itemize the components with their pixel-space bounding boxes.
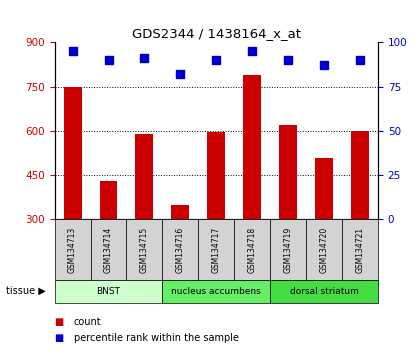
Text: GSM134713: GSM134713: [68, 227, 77, 273]
Text: percentile rank within the sample: percentile rank within the sample: [74, 333, 239, 343]
Text: GSM134720: GSM134720: [320, 227, 328, 273]
Point: [141, 56, 148, 61]
Bar: [234, 219, 270, 280]
Bar: [315, 158, 333, 219]
Text: GSM134717: GSM134717: [212, 227, 221, 273]
Bar: [100, 181, 118, 219]
Bar: [63, 87, 81, 219]
Text: dorsal striatum: dorsal striatum: [290, 287, 359, 296]
Point: [105, 57, 112, 63]
Text: GSM134719: GSM134719: [284, 227, 293, 273]
Text: nucleus accumbens: nucleus accumbens: [171, 287, 261, 296]
Text: GSM134718: GSM134718: [248, 227, 257, 273]
Text: ■: ■: [55, 317, 64, 327]
Bar: [198, 219, 234, 280]
Point: [213, 57, 220, 63]
Point: [321, 63, 328, 68]
Text: count: count: [74, 317, 101, 327]
Bar: [207, 132, 225, 219]
Bar: [55, 280, 163, 303]
Bar: [135, 134, 153, 219]
Bar: [351, 131, 369, 219]
Point: [357, 57, 363, 63]
Title: GDS2344 / 1438164_x_at: GDS2344 / 1438164_x_at: [132, 27, 301, 40]
Bar: [91, 219, 126, 280]
Point: [249, 48, 256, 54]
Bar: [243, 75, 261, 219]
Bar: [163, 280, 270, 303]
Text: GSM134716: GSM134716: [176, 227, 185, 273]
Text: GSM134715: GSM134715: [140, 227, 149, 273]
Bar: [279, 125, 297, 219]
Bar: [171, 205, 189, 219]
Bar: [342, 219, 378, 280]
Bar: [270, 280, 378, 303]
Bar: [306, 219, 342, 280]
Text: BNST: BNST: [97, 287, 121, 296]
Bar: [270, 219, 306, 280]
Point: [285, 57, 291, 63]
Bar: [126, 219, 163, 280]
Bar: [55, 219, 91, 280]
Text: GSM134721: GSM134721: [356, 227, 365, 273]
Point: [177, 72, 184, 77]
Text: GSM134714: GSM134714: [104, 227, 113, 273]
Point: [69, 48, 76, 54]
Text: tissue ▶: tissue ▶: [6, 286, 46, 296]
Text: ■: ■: [55, 333, 64, 343]
Bar: [163, 219, 198, 280]
